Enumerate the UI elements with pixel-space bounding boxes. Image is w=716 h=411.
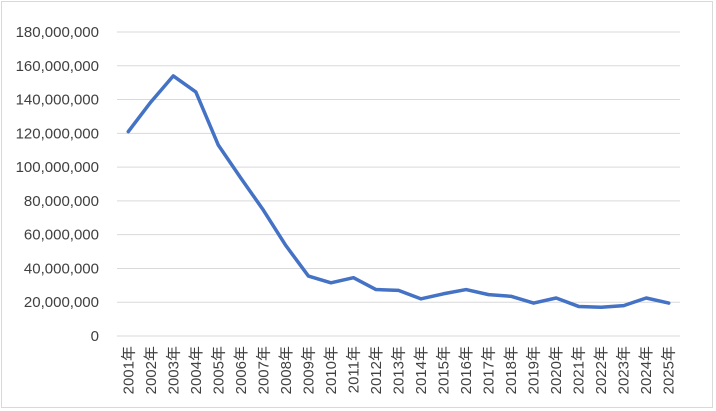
data-point xyxy=(577,304,581,308)
y-tick-label: 20,000,000 xyxy=(24,294,99,311)
x-tick-label: 2014年 xyxy=(413,346,430,394)
y-tick-label: 60,000,000 xyxy=(24,227,99,244)
data-point xyxy=(509,294,513,298)
data-point xyxy=(599,305,603,309)
x-tick-label: 2015年 xyxy=(436,346,453,394)
series-layer xyxy=(126,74,671,310)
x-tick-label: 2001年 xyxy=(120,346,137,394)
x-tick-label: 2018年 xyxy=(503,346,520,394)
data-point xyxy=(239,176,243,180)
data-point xyxy=(261,208,265,212)
data-point xyxy=(644,296,648,300)
x-tick-label: 2009年 xyxy=(300,346,317,394)
data-point xyxy=(397,288,400,292)
x-tick-label: 2013年 xyxy=(391,346,408,394)
x-tick-label: 2022年 xyxy=(593,346,610,394)
x-tick-label: 2017年 xyxy=(481,346,498,394)
x-tick-label: 2008年 xyxy=(278,346,295,394)
x-tick-label: 2012年 xyxy=(368,346,385,394)
data-point xyxy=(532,301,536,305)
x-axis-tick-labels: 2001年 2002年 2003年 2004年 2005年 2006年 2007年 2008年… xyxy=(120,346,677,394)
data-point xyxy=(622,304,626,308)
data-point xyxy=(284,244,288,248)
series-line xyxy=(126,74,671,310)
y-tick-label: 40,000,000 xyxy=(24,260,99,277)
x-tick-label: 2019年 xyxy=(526,346,543,394)
x-tick-label: 2016年 xyxy=(458,346,475,394)
x-tick-label: 2020年 xyxy=(548,346,565,394)
y-tick-label: 80,000,000 xyxy=(24,193,99,210)
data-point xyxy=(171,74,175,78)
data-point xyxy=(554,296,558,300)
data-point xyxy=(419,297,423,301)
data-point xyxy=(149,100,153,104)
x-tick-label: 2021年 xyxy=(571,346,588,394)
x-tick-label: 2023年 xyxy=(616,346,633,394)
y-tick-label: 160,000,000 xyxy=(16,58,99,75)
data-point xyxy=(216,143,220,147)
data-point xyxy=(194,90,198,94)
x-tick-label: 2006年 xyxy=(233,346,250,394)
data-point xyxy=(667,301,671,305)
x-tick-label: 2005年 xyxy=(210,346,227,394)
data-point xyxy=(329,281,333,285)
data-point xyxy=(442,292,446,296)
y-tick-label: 100,000,000 xyxy=(16,159,99,176)
x-tick-label: 2003年 xyxy=(165,346,182,394)
y-tick-label: 0 xyxy=(91,328,99,345)
x-tick-label: 2004年 xyxy=(188,346,205,394)
data-point xyxy=(487,293,491,297)
x-tick-label: 2002年 xyxy=(143,346,160,394)
data-point xyxy=(126,130,130,134)
data-point xyxy=(464,288,468,292)
gridlines xyxy=(117,31,680,337)
x-tick-label: 2010年 xyxy=(323,346,340,394)
x-tick-label: 2007年 xyxy=(255,346,272,394)
y-tick-label: 180,000,000 xyxy=(16,24,99,41)
data-point xyxy=(374,288,378,292)
data-point xyxy=(351,276,355,280)
data-point xyxy=(306,274,310,278)
x-tick-label: 2011年 xyxy=(345,346,362,393)
x-tick-label: 2024年 xyxy=(638,346,655,394)
y-axis-tick-labels: 0 20,000,000 40,000,000 60,000,000 80,000,00… xyxy=(16,24,99,345)
x-tick-label: 2025年 xyxy=(661,346,678,394)
y-tick-label: 120,000,000 xyxy=(16,125,99,142)
y-tick-label: 140,000,000 xyxy=(16,92,99,109)
